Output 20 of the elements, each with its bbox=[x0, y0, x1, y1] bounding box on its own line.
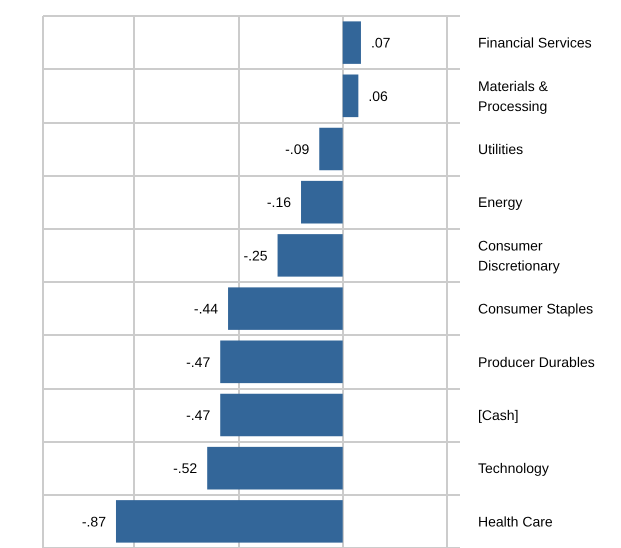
data-label: .07 bbox=[370, 34, 391, 51]
y-tick-label: Materials & Processing bbox=[478, 78, 552, 114]
y-tick-label: Consumer Discretionary bbox=[478, 237, 560, 274]
y-tick-label: Consumer Staples bbox=[478, 300, 594, 317]
data-label: -.44 bbox=[194, 300, 218, 317]
y-tick-label: [Cash] bbox=[478, 407, 518, 423]
data-label: -.09 bbox=[285, 141, 310, 157]
data-label: -.16 bbox=[266, 194, 292, 210]
y-tick-label: Technology bbox=[478, 460, 549, 476]
y-tick-label: Utilities bbox=[478, 141, 524, 157]
y-tick-label: Energy bbox=[478, 194, 522, 210]
data-label: -.87 bbox=[82, 513, 106, 530]
y-tick-label: Financial Services bbox=[478, 34, 592, 51]
data-label: -.47 bbox=[186, 407, 210, 423]
y-tick-label: Health Care bbox=[478, 513, 553, 530]
data-label: -.47 bbox=[186, 354, 210, 370]
data-label: -.52 bbox=[173, 460, 198, 476]
data-label: -.25 bbox=[243, 247, 268, 264]
data-label: .06 bbox=[368, 88, 388, 104]
y-tick-label: Producer Durables bbox=[478, 354, 595, 370]
